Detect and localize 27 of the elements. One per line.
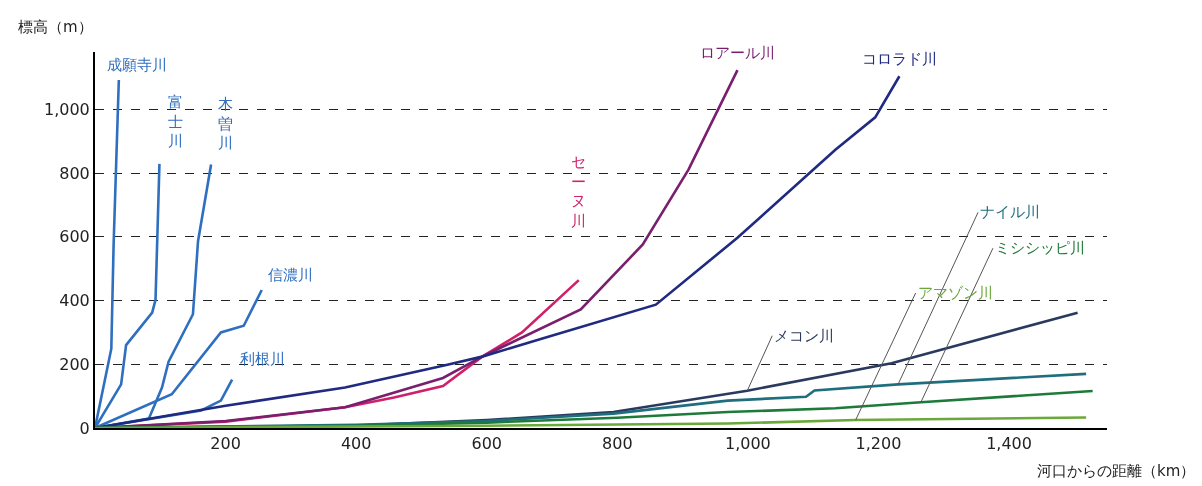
series-label: 富士川 — [168, 93, 183, 150]
x-tick-label: 1,000 — [724, 434, 771, 454]
x-axis-title: 河口からの距離（km） — [1037, 462, 1196, 480]
y-tick-label: 400 — [59, 291, 90, 311]
x-tick-label: 1,400 — [986, 434, 1032, 454]
series-label: 利根川 — [240, 350, 285, 368]
text: ナイル川 — [980, 203, 1040, 221]
y-tick-label: 1,000 — [43, 99, 90, 119]
text: ミシシッピ川 — [995, 239, 1085, 257]
series-label: 信濃川 — [268, 266, 313, 284]
series-label: 成願寺川 — [107, 56, 167, 74]
y-tick-label: 600 — [59, 227, 90, 247]
series-label: 木曽川 — [218, 95, 233, 152]
y-tick-label: 0 — [79, 418, 90, 438]
x-tick-label: 1,200 — [855, 434, 902, 454]
y-tick-label: 200 — [59, 354, 90, 374]
y-tick-label: 800 — [59, 163, 90, 183]
series-label: メコン川 — [774, 327, 834, 345]
series-label: コロラド川 — [862, 50, 937, 68]
series-label: ロアール川 — [700, 44, 775, 62]
x-tick-label: 400 — [340, 434, 372, 454]
y-axis-title: 標高（m） — [18, 18, 93, 36]
text: セーヌ川 — [571, 153, 586, 230]
x-tick-label: 800 — [602, 434, 633, 454]
x-tick-label: 600 — [471, 434, 503, 454]
text: アマゾン川 — [918, 284, 993, 302]
x-tick-label: 200 — [210, 434, 241, 454]
